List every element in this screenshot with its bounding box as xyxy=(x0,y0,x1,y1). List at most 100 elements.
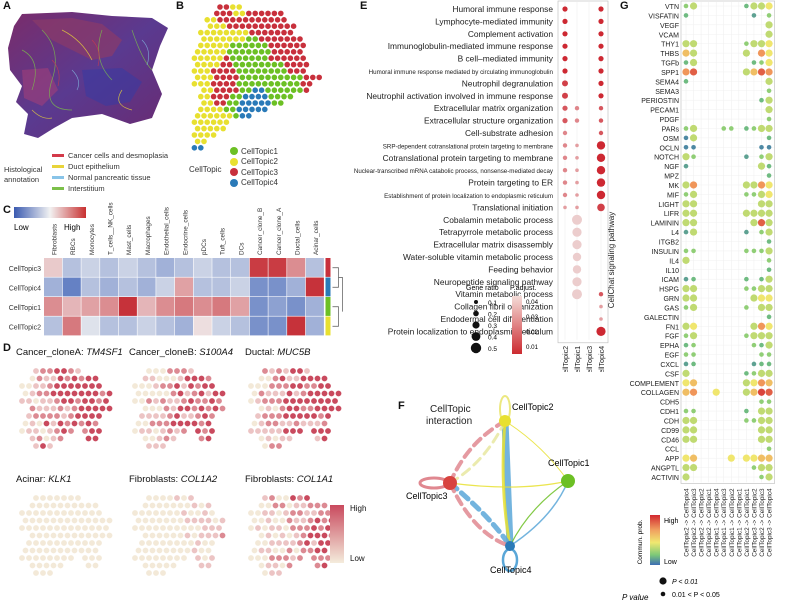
d-spot xyxy=(311,510,317,516)
d-spot xyxy=(276,398,282,404)
d-spot xyxy=(163,547,170,554)
d-spot xyxy=(276,540,282,546)
b-spot xyxy=(233,87,239,93)
d-spot xyxy=(92,405,99,412)
e-dot xyxy=(597,203,605,212)
f-edge xyxy=(501,417,514,550)
d-spot xyxy=(265,375,272,382)
e-dot xyxy=(596,190,606,200)
d-spot xyxy=(139,428,145,434)
b-spot xyxy=(220,49,226,55)
g-dot xyxy=(759,361,764,367)
e-dot xyxy=(575,156,579,160)
d-spot xyxy=(33,428,39,434)
d-map: Cancer_cloneA: TM4SF1 xyxy=(16,347,126,472)
d-spot xyxy=(262,525,268,531)
d-spot xyxy=(279,375,286,382)
d-spot xyxy=(103,525,109,531)
c-cell xyxy=(100,316,119,336)
d-spot xyxy=(195,510,201,516)
c-scale-low: Low xyxy=(14,223,29,232)
f-node-label: CellTopic2 xyxy=(512,402,554,412)
b-spot xyxy=(223,4,230,10)
b-spot xyxy=(198,29,204,36)
g-dot xyxy=(683,163,689,169)
d-spot xyxy=(33,510,39,516)
b-spot xyxy=(268,42,274,49)
d-spot xyxy=(82,428,88,434)
d-spot xyxy=(198,562,205,569)
b-spot xyxy=(274,17,281,23)
g-pathway-label: VEGF xyxy=(660,23,679,30)
d-spot xyxy=(205,517,212,524)
c-cell xyxy=(249,297,268,316)
b-spot xyxy=(191,68,198,74)
b-spot xyxy=(242,68,249,74)
g-dot xyxy=(689,124,698,133)
d-spot xyxy=(146,495,152,501)
c-col-label: Fibroblasts xyxy=(51,224,58,255)
d-spot xyxy=(26,428,32,434)
d-spot xyxy=(290,398,296,404)
g-dot xyxy=(757,454,766,462)
d-spot xyxy=(40,495,46,501)
e-dot xyxy=(572,227,582,237)
d-spot xyxy=(64,390,71,397)
d-spot xyxy=(139,510,145,516)
d-spot xyxy=(265,532,272,539)
d-spot xyxy=(212,405,219,412)
d-spot xyxy=(212,517,219,524)
d-spot xyxy=(54,428,60,434)
g-pathway-label: INSULIN xyxy=(651,249,679,256)
b-spot xyxy=(268,29,274,36)
b-spot xyxy=(278,74,284,81)
g-dot xyxy=(682,379,690,387)
b-spot xyxy=(217,68,223,74)
g-dot xyxy=(689,134,698,142)
d-spot xyxy=(82,398,88,404)
f-node xyxy=(505,541,515,551)
b-spot xyxy=(297,61,303,68)
b-spot xyxy=(290,87,297,93)
b-spot xyxy=(220,10,226,17)
d-spot xyxy=(209,555,215,561)
g-dot xyxy=(689,322,698,330)
b-spot xyxy=(226,87,233,93)
d-spot xyxy=(311,555,317,561)
d-spot xyxy=(170,390,177,397)
g-pathway-label: MK xyxy=(669,183,680,190)
d-spot xyxy=(198,390,205,397)
d-spot xyxy=(170,420,177,427)
b-spot xyxy=(226,100,233,106)
d-spot xyxy=(26,413,32,419)
g-dot xyxy=(729,126,734,131)
b-spot xyxy=(278,61,284,68)
g-dot xyxy=(682,181,690,189)
d-spot xyxy=(99,517,106,524)
e-term-label: Immunoglobulin-mediated immune response xyxy=(388,41,554,51)
g-dot xyxy=(682,219,690,227)
d-spot xyxy=(174,495,180,501)
b-spot xyxy=(262,106,268,113)
d-spot xyxy=(99,390,106,397)
d-spot xyxy=(54,413,60,419)
d-spot xyxy=(29,405,36,412)
g-dot xyxy=(683,229,689,235)
e-col-label: CellTopic3 xyxy=(585,346,594,372)
d-spot xyxy=(26,398,32,404)
d-spot xyxy=(195,398,201,404)
b-spot xyxy=(262,17,268,23)
g-pair-label: CellTopic3 -> CellTopic2 xyxy=(751,488,758,557)
d-spot xyxy=(269,443,275,449)
d-spot xyxy=(184,547,191,554)
g-dot xyxy=(689,49,698,57)
c-cell xyxy=(212,277,231,297)
b-spot xyxy=(281,81,287,87)
g-pathway-label: VCAM xyxy=(659,32,679,39)
b-spot xyxy=(198,55,204,61)
b-spot xyxy=(252,100,258,106)
d-spot xyxy=(300,375,307,382)
b-spot xyxy=(223,17,230,23)
b-spot xyxy=(274,55,281,61)
g-dot xyxy=(757,379,766,387)
